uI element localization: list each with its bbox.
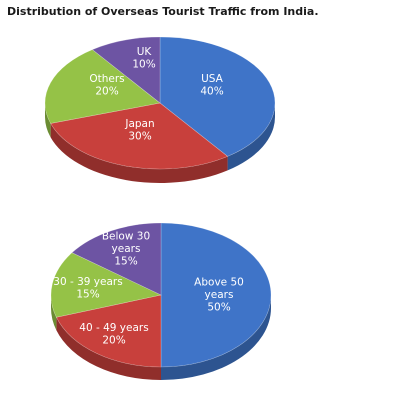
- slice-label: Below 30 years 15%: [102, 231, 150, 268]
- pie-slice: [44, 49, 161, 124]
- pie-chart-1: USA 40% Japan 30%Others 20% UK 10%: [44, 36, 276, 184]
- pie-slice-side: [161, 295, 271, 380]
- slice-label: UK 10%: [132, 46, 155, 71]
- slice-label: 30 - 39 years 15%: [53, 276, 122, 301]
- pie-slice: [91, 36, 161, 104]
- pie-slice-side: [45, 103, 51, 138]
- pie-slice-side: [227, 103, 275, 171]
- slice-label: 40 - 49 years 20%: [79, 322, 148, 347]
- pie-slice: [55, 294, 162, 368]
- slice-label: USA 40%: [200, 73, 223, 98]
- pie-slice: [71, 222, 162, 296]
- chart-title: Distribution of Overseas Tourist Traffic…: [7, 5, 319, 18]
- slice-label: Above 50 years 50%: [194, 277, 244, 314]
- pie-slice: [160, 222, 272, 368]
- pie-slice-side: [56, 317, 161, 380]
- pie-slice: [159, 36, 276, 157]
- slice-label: Others 20%: [89, 73, 124, 98]
- pie-slice-side: [50, 123, 228, 184]
- pie-slice: [50, 102, 229, 170]
- pie-chart-2: Above 50 years 50% 40 - 49 years 20% 30 - 39 …: [50, 222, 272, 380]
- slice-label: Japan 30%: [124, 118, 154, 143]
- pie-slice-side: [51, 295, 57, 331]
- pie-slice: [50, 252, 162, 318]
